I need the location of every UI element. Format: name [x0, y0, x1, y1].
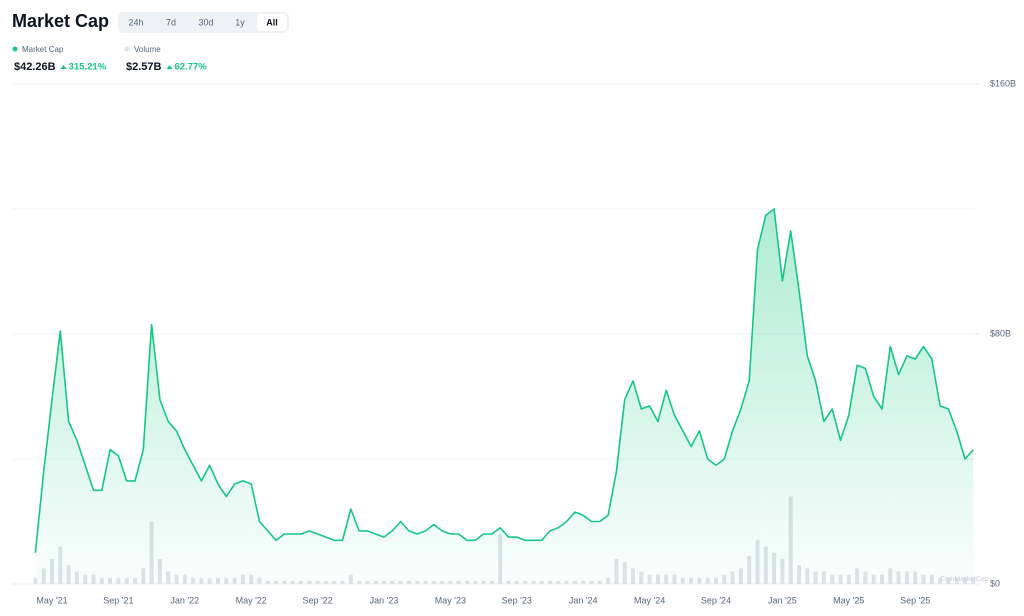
area-fill [35, 209, 974, 584]
x-tick-label: May '22 [236, 595, 267, 605]
x-tick-label: Sep '25 [900, 595, 930, 605]
x-tick-label: Sep '23 [502, 595, 532, 605]
legend-dot [12, 46, 18, 52]
x-tick-label: May '24 [634, 595, 665, 605]
summary-change: 62.77% [174, 62, 207, 73]
range-tab-active-bg [257, 14, 287, 31]
range-tab[interactable]: 1y [235, 17, 245, 27]
range-tabs [118, 12, 289, 33]
x-tick-label: Jan '22 [170, 595, 199, 605]
y-tick-label: $160B [990, 78, 1016, 88]
legend-label[interactable]: Market Cap [22, 45, 64, 54]
change-arrow [60, 65, 67, 69]
x-tick-label: May '25 [833, 595, 864, 605]
x-tick-label: Sep '21 [103, 595, 133, 605]
range-tab[interactable]: All [266, 17, 278, 27]
summary-change: 315.21% [69, 62, 107, 73]
x-tick-label: May '21 [36, 595, 67, 605]
change-arrow [166, 65, 173, 69]
watermark: CoinMarketCap [940, 576, 989, 583]
x-tick-label: Jan '24 [569, 595, 598, 605]
x-tick-label: Jan '23 [370, 595, 399, 605]
x-tick-label: Sep '24 [701, 595, 731, 605]
legend-label[interactable]: Volume [134, 45, 161, 54]
x-tick-label: May '23 [435, 595, 466, 605]
range-tab[interactable]: 30d [198, 17, 213, 27]
line [34, 208, 974, 553]
x-tick-label: Sep '22 [302, 595, 332, 605]
summary-value: $2.57B [126, 61, 162, 73]
y-tick-label: $0 [990, 578, 1000, 588]
y-tick-label: $80B [990, 328, 1011, 338]
range-tab[interactable]: 24h [128, 17, 143, 27]
summary-value: $42.26B [14, 61, 56, 73]
legend-dot [124, 46, 130, 52]
range-tab[interactable]: 7d [166, 17, 176, 27]
chart-title: Market Cap [12, 11, 109, 31]
x-tick-label: Jan '25 [768, 595, 797, 605]
